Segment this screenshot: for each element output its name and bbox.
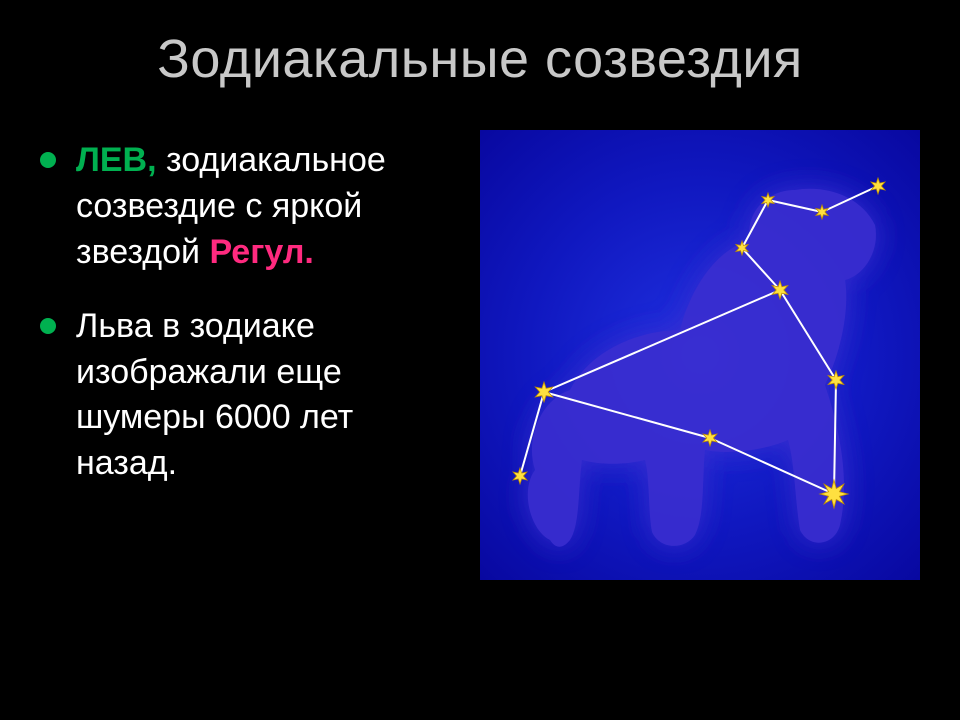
constellation-line	[822, 186, 878, 212]
constellation-line	[768, 200, 822, 212]
constellation-line	[780, 290, 836, 380]
star-icon	[535, 382, 552, 402]
star-icon	[828, 371, 844, 389]
star-icon	[871, 178, 885, 194]
bullet-list: ЛЕВ, зодиакальное созвездие с яркой звез…	[40, 138, 460, 487]
constellation-line	[710, 438, 834, 494]
text-column: ЛЕВ, зодиакальное созвездие с яркой звез…	[40, 130, 460, 515]
bullet1-line3-prefix: звездой	[76, 233, 209, 271]
star-name-regulus: Регул.	[209, 233, 313, 271]
constellation-stars	[513, 178, 885, 508]
constellation-name: ЛЕВ,	[76, 141, 157, 179]
constellation-line	[520, 392, 544, 476]
constellation-line	[544, 392, 710, 438]
content-row: ЛЕВ, зодиакальное созвездие с яркой звез…	[40, 130, 920, 580]
star-layer	[480, 130, 920, 580]
stars-svg	[480, 130, 920, 580]
constellation-figure	[480, 130, 920, 580]
star-regulus	[820, 480, 848, 508]
slide-title: Зодиакальные созвездия	[40, 28, 920, 90]
constellation-line	[544, 290, 780, 392]
bullet1-line1-rest: зодиакальное	[157, 141, 386, 179]
star-icon	[513, 468, 527, 484]
figure-column	[480, 130, 920, 580]
constellation-line	[834, 380, 836, 494]
bullet1-line3: звездой Регул.	[76, 230, 460, 276]
star-icon	[703, 430, 717, 446]
bullet2-text: Льва в зодиаке изображали еще шумеры 600…	[76, 307, 353, 483]
bullet1-line1: ЛЕВ, зодиакальное	[76, 138, 460, 184]
bullet-item-2: Льва в зодиаке изображали еще шумеры 600…	[40, 304, 460, 488]
bullet-item-1: ЛЕВ, зодиакальное созвездие с яркой звез…	[40, 138, 460, 276]
bullet1-line2: созвездие с яркой	[76, 184, 460, 230]
constellation-lines	[520, 186, 878, 494]
constellation-line	[742, 248, 780, 290]
constellation-line	[742, 200, 768, 248]
slide: Зодиакальные созвездия ЛЕВ, зодиакальное…	[0, 0, 960, 720]
